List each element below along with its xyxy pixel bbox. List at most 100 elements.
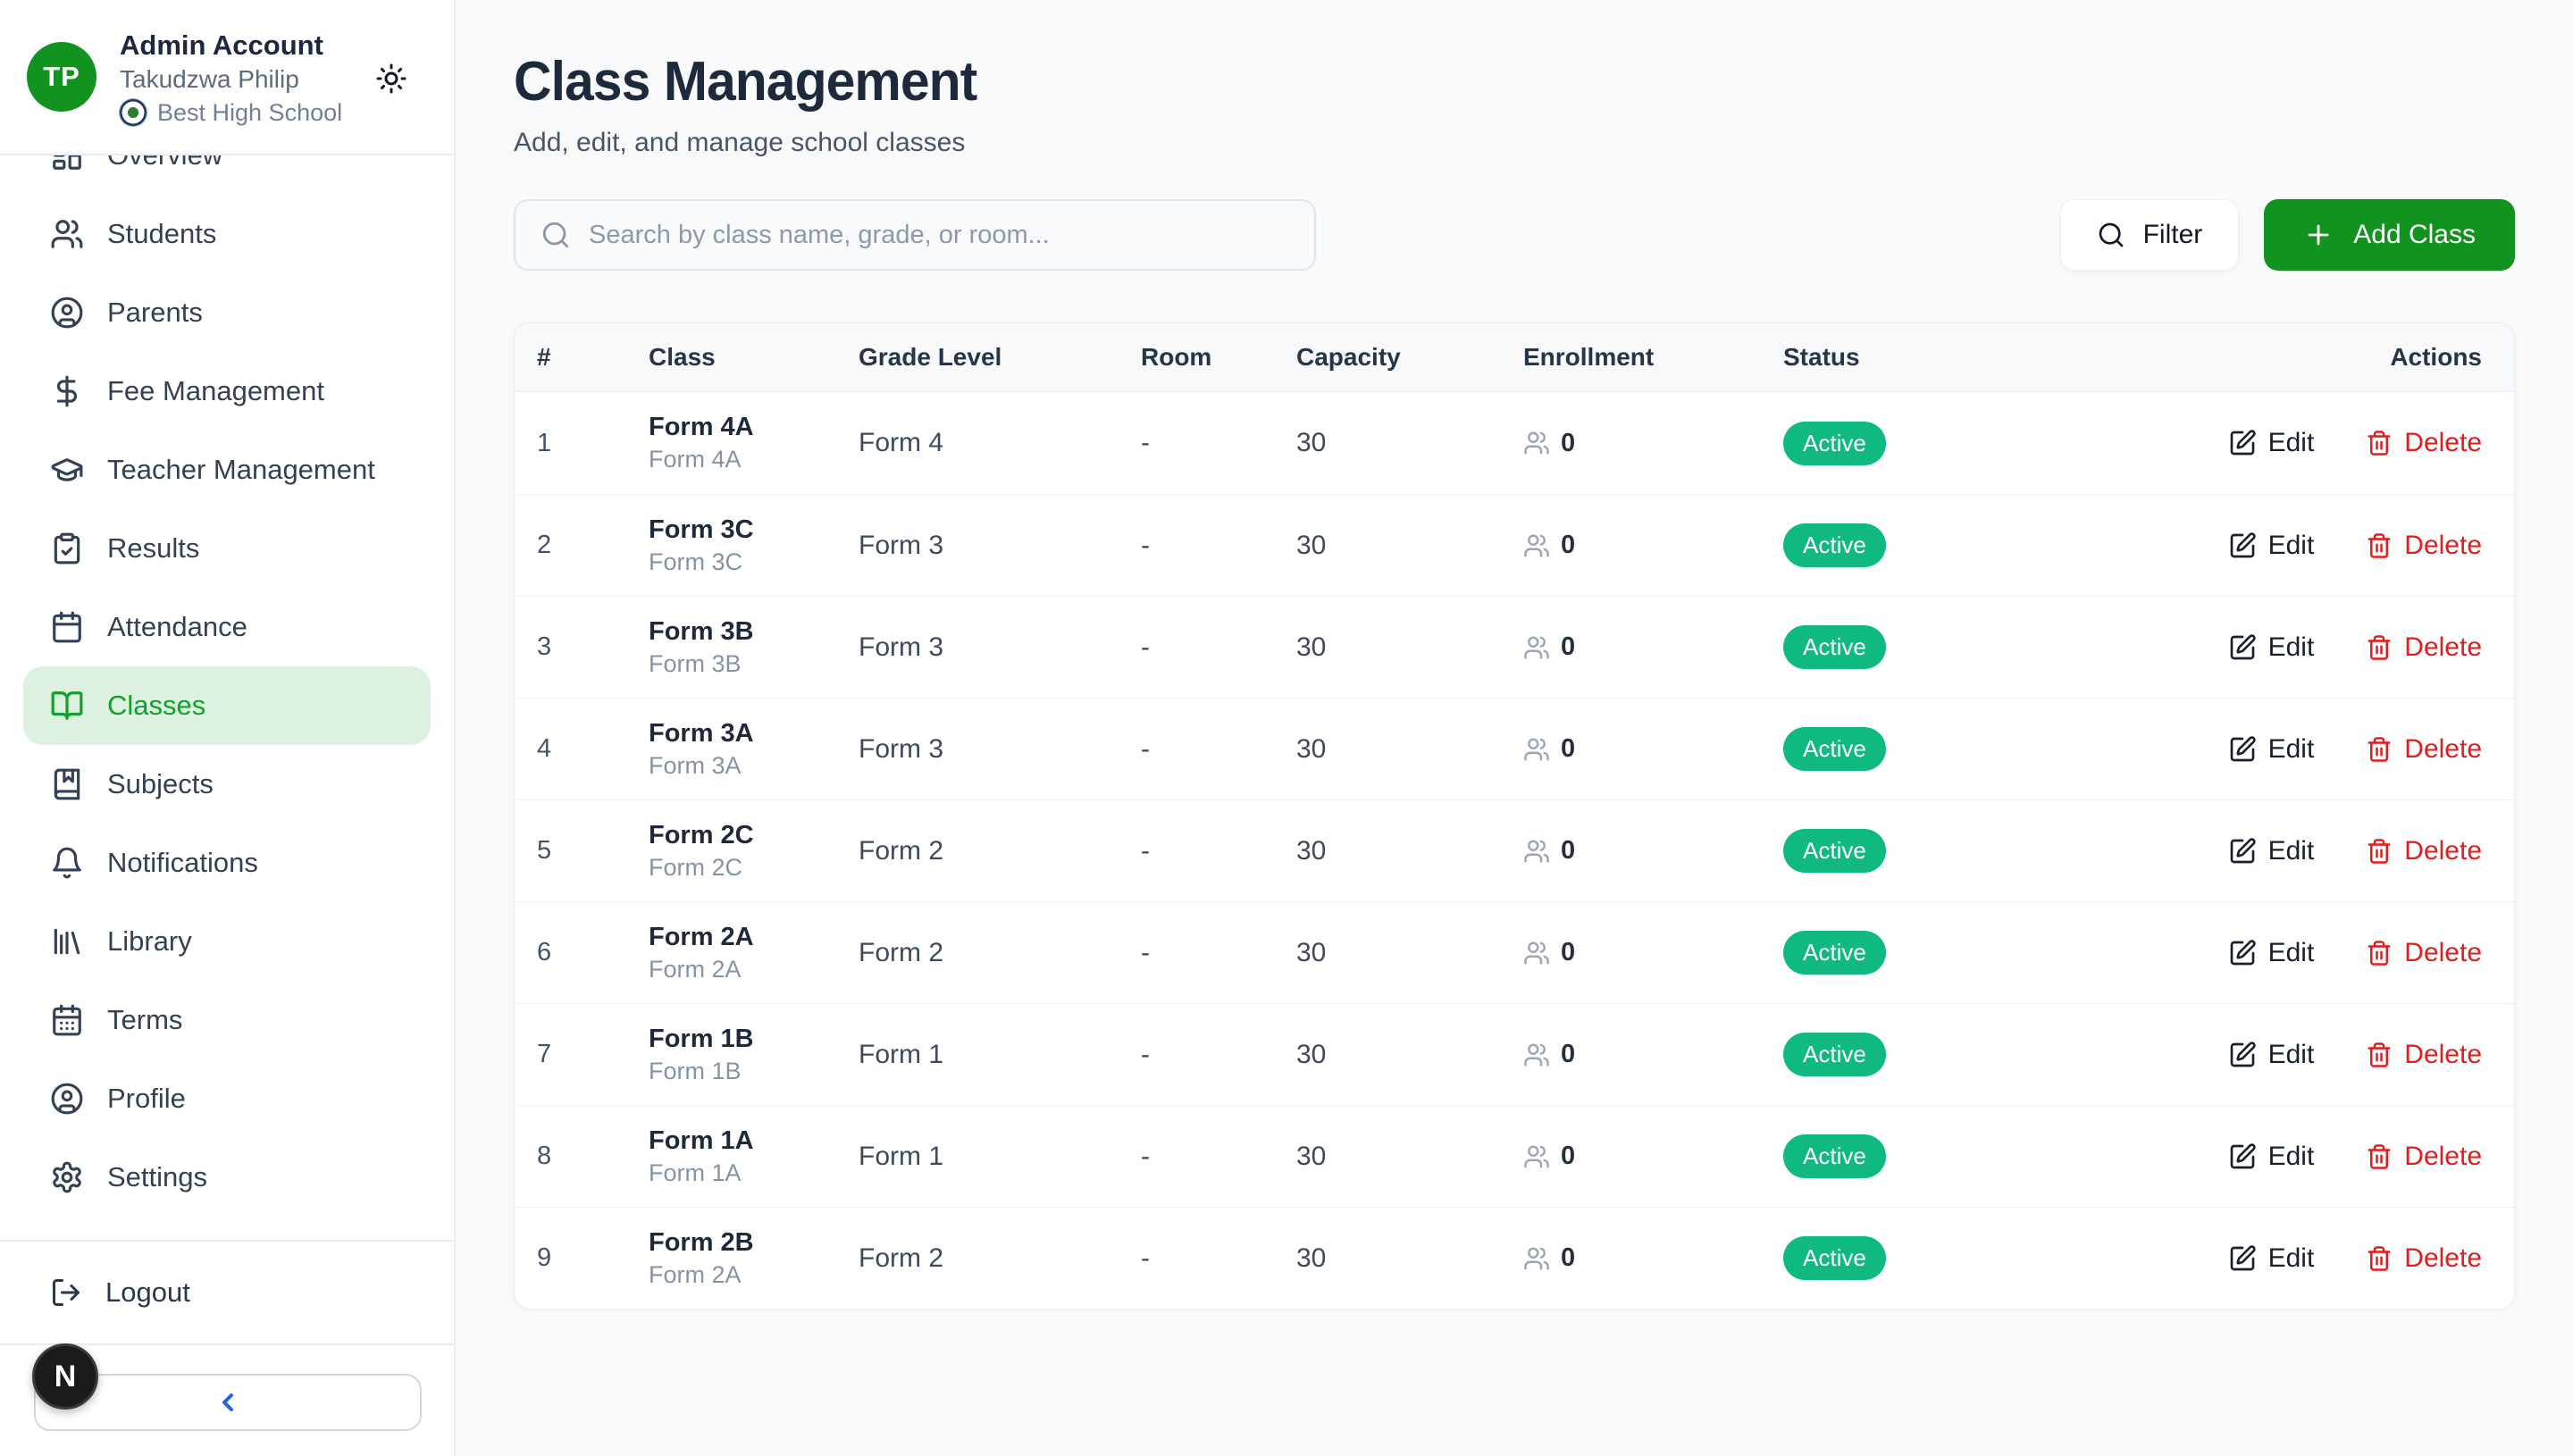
sidebar-item-settings[interactable]: Settings [23, 1138, 431, 1217]
book-marked-icon [50, 767, 84, 801]
class-cell: Form 2C Form 2C [649, 819, 859, 883]
status-cell: Active [1783, 421, 2158, 465]
edit-button[interactable]: Edit [2228, 428, 2315, 458]
users-icon [1523, 634, 1550, 661]
user-school: Best High School [120, 99, 342, 127]
delete-label: Delete [2404, 1141, 2482, 1171]
delete-button[interactable]: Delete [2366, 531, 2482, 561]
sidebar-item-label: Attendance [107, 611, 247, 642]
enrollment-count: 0 [1561, 428, 1576, 457]
table-row: 1 Form 4A Form 4A Form 4 - 30 0 Active E… [515, 392, 2514, 494]
class-cell: Form 2B Form 2A [649, 1226, 859, 1291]
users-icon [1523, 1143, 1550, 1170]
class-name: Form 2B [649, 1227, 754, 1257]
sidebar-item-results[interactable]: Results [23, 509, 431, 588]
users-icon [1523, 838, 1550, 865]
sidebar-item-notifications[interactable]: Notifications [23, 824, 431, 902]
table-row: 3 Form 3B Form 3B Form 3 - 30 0 Active E… [515, 596, 2514, 698]
delete-button[interactable]: Delete [2366, 428, 2482, 458]
add-class-button[interactable]: Add Class [2264, 199, 2515, 271]
plus-icon [2303, 220, 2334, 250]
filter-search-icon [2097, 221, 2125, 249]
filter-button[interactable]: Filter [2059, 199, 2240, 271]
row-number: 8 [537, 1142, 552, 1170]
dev-tools-badge[interactable]: N [32, 1343, 98, 1410]
class-name: Form 1A [649, 1125, 754, 1155]
table-row: 7 Form 1B Form 1B Form 1 - 30 0 Active E… [515, 1003, 2514, 1105]
class-subtitle: Form 1A [649, 1159, 742, 1186]
delete-button[interactable]: Delete [2366, 632, 2482, 663]
delete-label: Delete [2404, 428, 2482, 457]
sidebar-item-students[interactable]: Students [23, 195, 431, 273]
edit-button[interactable]: Edit [2228, 937, 2315, 968]
delete-button[interactable]: Delete [2366, 1040, 2482, 1070]
edit-button[interactable]: Edit [2228, 1142, 2314, 1172]
edit-button[interactable]: Edit [2228, 531, 2314, 561]
sidebar-item-attendance[interactable]: Attendance [23, 588, 431, 666]
edit-label: Edit [2267, 632, 2315, 662]
logout-button[interactable]: Logout [0, 1242, 454, 1343]
user-card: TP Admin Account Takudzwa Philip Best Hi… [0, 0, 454, 155]
sidebar-item-overview[interactable]: Overview [23, 155, 431, 195]
sidebar-item-library[interactable]: Library [23, 902, 431, 981]
edit-button[interactable]: Edit [2228, 1040, 2314, 1070]
delete-button[interactable]: Delete [2366, 938, 2482, 968]
edit-icon [2228, 531, 2257, 560]
edit-label: Edit [2267, 937, 2315, 967]
capacity: 30 [1296, 1141, 1327, 1171]
sidebar-item-fee-management[interactable]: Fee Management [23, 352, 431, 431]
search-input[interactable] [589, 220, 1289, 250]
school-logo-icon [120, 99, 147, 126]
class-subtitle: Form 1B [649, 1057, 742, 1084]
edit-icon [2228, 1244, 2257, 1273]
library-icon [50, 925, 84, 958]
main-content: Class Management Add, edit, and manage s… [456, 0, 2573, 1456]
room: - [1141, 632, 1150, 662]
dollar-icon [50, 374, 84, 408]
edit-button[interactable]: Edit [2228, 1243, 2314, 1274]
enrollment-count: 0 [1561, 1142, 1576, 1170]
edit-button[interactable]: Edit [2228, 632, 2315, 663]
sidebar-item-label: Teacher Management [107, 454, 375, 485]
class-cell: Form 1A Form 1A [649, 1125, 859, 1189]
theme-toggle-button[interactable] [372, 59, 411, 98]
delete-button[interactable]: Delete [2366, 1142, 2482, 1172]
sidebar-item-teacher-management[interactable]: Teacher Management [23, 431, 431, 509]
edit-button[interactable]: Edit [2228, 734, 2314, 765]
sidebar-item-label: Settings [107, 1161, 208, 1192]
sidebar-item-profile[interactable]: Profile [23, 1059, 431, 1138]
room: - [1141, 1039, 1150, 1069]
column-header: Capacity [1296, 343, 1401, 371]
sidebar-item-label: Fee Management [107, 375, 324, 406]
edit-icon [2228, 633, 2257, 662]
table-body: 1 Form 4A Form 4A Form 4 - 30 0 Active E… [515, 392, 2514, 1309]
sidebar-item-terms[interactable]: Terms [23, 981, 431, 1059]
sidebar-item-parents[interactable]: Parents [23, 273, 431, 352]
logout-icon [50, 1276, 82, 1309]
delete-button[interactable]: Delete [2366, 836, 2482, 866]
delete-button[interactable]: Delete [2366, 1243, 2482, 1274]
sidebar-item-label: Students [107, 218, 217, 249]
collapse-sidebar-button[interactable] [34, 1374, 422, 1431]
class-subtitle: Form 2A [649, 1260, 742, 1288]
enrollment-cell: 0 [1523, 734, 1783, 764]
status-cell: Active [1783, 1033, 2158, 1076]
class-name: Form 3A [649, 718, 754, 748]
sidebar-item-classes[interactable]: Classes [23, 666, 431, 745]
toolbar: Filter Add Class [514, 199, 2515, 271]
trash-icon [2366, 1143, 2393, 1170]
delete-button[interactable]: Delete [2366, 734, 2482, 765]
sidebar-item-subjects[interactable]: Subjects [23, 745, 431, 824]
sidebar-nav: Overview Students Parents Fee Management… [0, 155, 454, 1240]
delete-label: Delete [2404, 937, 2482, 967]
edit-button[interactable]: Edit [2228, 836, 2314, 866]
status-badge: Active [1783, 1236, 1886, 1280]
enrollment-count: 0 [1561, 836, 1576, 865]
edit-label: Edit [2267, 428, 2315, 457]
status-badge: Active [1783, 1134, 1886, 1178]
room: - [1141, 835, 1150, 866]
class-name: Form 3B [649, 616, 754, 646]
column-header: Status [1783, 343, 1860, 371]
status-badge: Active [1783, 829, 1886, 873]
trash-icon [2366, 940, 2393, 966]
